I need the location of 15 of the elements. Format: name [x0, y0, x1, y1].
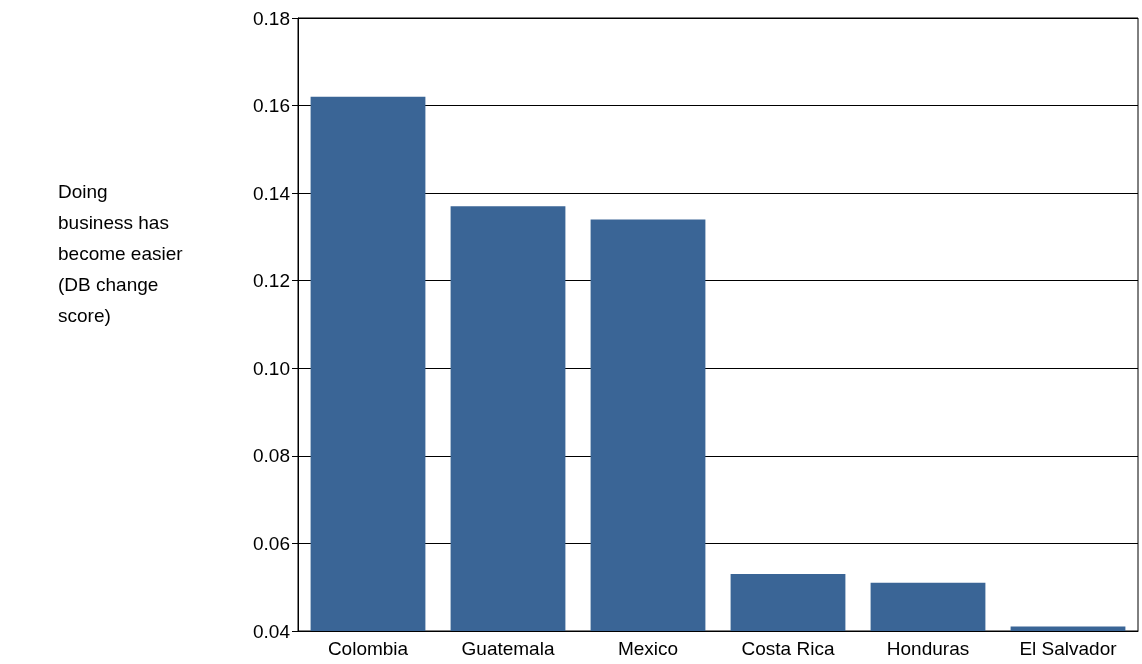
- y-tick-label: 0.04: [253, 620, 291, 642]
- x-tick-label: El Salvador: [1019, 638, 1118, 659]
- y-tick-label: 0.08: [253, 445, 290, 467]
- x-tick-label: Colombia: [327, 638, 409, 659]
- y-tick-label: 0.14: [253, 182, 291, 204]
- y-axis-title: Doing business has become easier (DB change score): [58, 180, 183, 328]
- y-tick-label: 0.10: [253, 357, 290, 379]
- y-tick-label: 0.16: [253, 95, 290, 117]
- x-tick-label: Guatemala: [461, 638, 555, 659]
- x-tick-label: Mexico: [617, 638, 679, 659]
- y-tick-label: 0.06: [253, 532, 290, 554]
- y-tick-label: 0.12: [253, 270, 290, 292]
- x-tick-label: Costa Rica: [741, 638, 835, 659]
- x-tick-label: Honduras: [886, 638, 970, 659]
- y-tick-label: 0.18: [253, 7, 290, 29]
